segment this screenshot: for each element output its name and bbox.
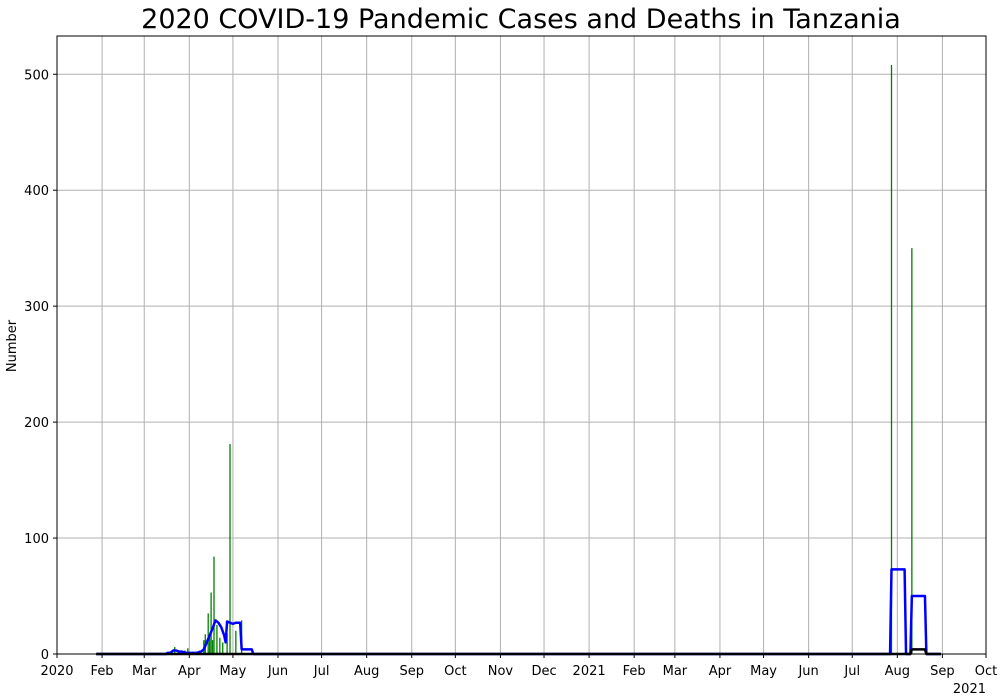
x-tick-label: May <box>750 664 777 679</box>
cases-average-line <box>96 568 941 656</box>
x-tick-label: Mar <box>132 664 157 679</box>
x-tick-label: Apr <box>178 664 201 679</box>
x-tick-label: May <box>219 664 246 679</box>
x-tick-label: Apr <box>709 664 732 679</box>
x-tick-label: Jun <box>267 664 288 679</box>
x-tick-label: Feb <box>91 664 114 679</box>
x-tick-label: Jul <box>843 664 860 679</box>
x-tick-label: 2020 <box>40 664 73 679</box>
x-tick-label: Nov <box>488 664 514 679</box>
y-tick-label: 300 <box>24 300 49 315</box>
daily-cases-bars <box>165 64 913 654</box>
y-axis-ticks: 0 100 200 300 400 500 <box>24 68 57 663</box>
x-tick-label: Jul <box>313 664 330 679</box>
x-tick-label: Mar <box>663 664 688 679</box>
x-tick-label: Oct <box>444 664 466 679</box>
x-tick-label: Dec <box>531 664 556 679</box>
y-tick-label: 100 <box>24 532 49 547</box>
x-tick-label: 2021 <box>573 664 606 679</box>
plot-area-frame <box>56 35 987 655</box>
x-axis-offset-label: 2021 <box>953 682 986 697</box>
x-tick-label: Sep <box>399 664 424 679</box>
y-tick-label: 500 <box>24 68 49 83</box>
x-tick-label: Sep <box>930 664 955 679</box>
x-tick-label: Aug <box>885 664 910 679</box>
x-axis-ticks: 2020 Feb Mar Apr May Jun Jul Aug Sep Oct Nov Dec 202… <box>40 654 997 679</box>
x-tick-label: Feb <box>623 664 646 679</box>
y-tick-label: 200 <box>24 416 49 431</box>
chart-title: 2020 COVID-19 Pandemic Cases and Deaths … <box>141 4 901 35</box>
y-axis-label: Number <box>5 319 20 372</box>
x-tick-label: Jun <box>797 664 818 679</box>
x-tick-label: Oct <box>975 664 997 679</box>
y-tick-label: 0 <box>41 648 49 663</box>
x-tick-label: Aug <box>354 664 379 679</box>
y-tick-label: 400 <box>24 184 49 199</box>
